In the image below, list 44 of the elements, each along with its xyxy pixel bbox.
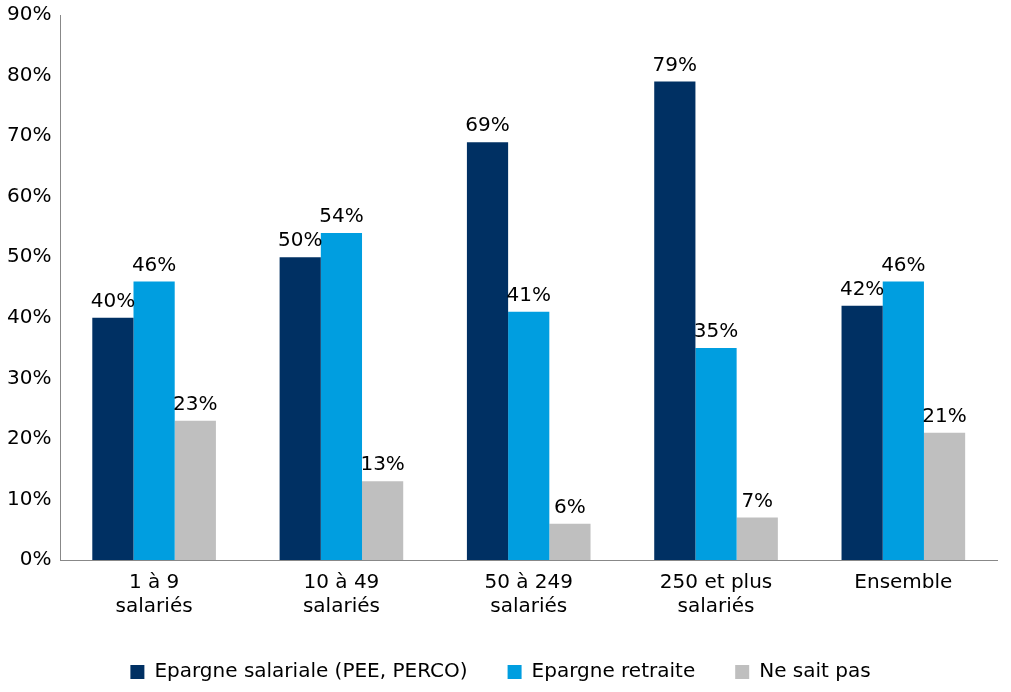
legend-label: Ne sait pas [759,658,871,683]
bar [549,523,591,560]
legend-label: Epargne salariale (PEE, PERCO) [154,658,468,683]
data-label: 46% [881,251,926,276]
y-tick-label: 60% [7,182,52,207]
y-tick-label: 90% [7,1,52,26]
data-label: 46% [131,251,177,276]
x-tick-label: 50 à 249 salariés [484,569,574,618]
bar [923,432,966,560]
bar [654,81,696,560]
bar [695,348,737,560]
y-tick-label: 50% [7,243,52,268]
y-tick-label: 0% [19,546,52,571]
y-tick-label: 20% [7,425,52,450]
y-tick-label: 80% [7,61,52,86]
data-label: 42% [839,275,885,300]
bar [320,233,363,560]
bar [92,317,134,560]
x-tick-label: 250 et plus salariés [659,569,773,618]
bar [841,305,883,560]
data-label: 79% [652,51,698,76]
y-tick-label: 40% [7,303,52,328]
bar [508,311,550,560]
data-label: 54% [319,203,364,228]
y-tick-label: 30% [7,364,52,389]
legend-label: Epargne retraite [531,658,696,683]
bar [174,420,216,560]
y-tick-label: 70% [7,122,52,147]
bar [279,257,321,560]
bar [466,142,509,560]
data-label: 35% [693,318,739,343]
data-label: 6% [554,493,586,518]
data-label: 40% [90,287,136,312]
bar [133,281,175,560]
x-tick-label: 10 à 49 salariés [302,569,380,618]
data-label: 13% [360,451,405,476]
x-tick-label: Ensemble [854,569,953,594]
bar [736,517,778,560]
bar [882,281,924,560]
data-label: 7% [741,487,774,512]
data-label: 69% [465,112,510,137]
bar [362,481,404,560]
y-tick-label: 10% [7,485,52,510]
x-tick-label: 1 à 9 salariés [115,569,193,618]
